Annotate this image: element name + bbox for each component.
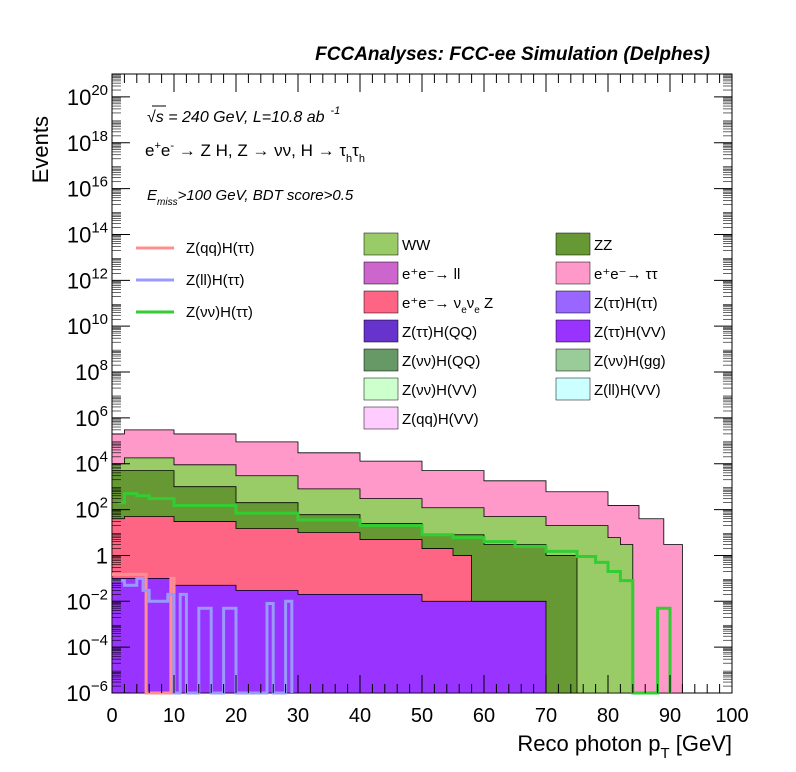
x-tick-label-4: 40: [349, 705, 371, 727]
y-tick-label-1: 10−4: [66, 632, 108, 660]
legend-label-col3-1: e⁺e⁻→ ττ: [594, 266, 658, 283]
legend-swatch-col3-5: [555, 377, 591, 401]
legend-label-col2-4: Z(νν)H(QQ): [402, 353, 480, 370]
legend-swatch-col2-0: [363, 232, 399, 256]
y-tick-label-9: 1012: [67, 265, 108, 293]
x-tick-label-5: 50: [411, 705, 433, 727]
x-tick-label-2: 20: [225, 705, 247, 727]
stacked-histograms: [111, 429, 683, 694]
legend-swatch-col2-3: [363, 319, 399, 343]
energy-lumi-label: √s = 240 GeV, L=10.8 ab -1: [147, 105, 340, 126]
legend-label-col1-0: Z(qq)H(ττ): [186, 240, 255, 257]
x-tick-label-10: 100: [715, 705, 748, 727]
legend-label-col3-2: Z(ττ)H(ττ): [594, 295, 658, 312]
line-series-2: [118, 492, 672, 695]
legend-swatch-col3-2: [555, 290, 591, 314]
x-tick-label-3: 30: [287, 705, 309, 727]
selection-label: Emiss>100 GeV, BDT score>0.5: [147, 187, 354, 208]
legend-swatch-col3-3: [555, 319, 591, 343]
legend-swatch-col3-1: [555, 261, 591, 285]
legend-label-col2-1: e⁺e⁻→ ll: [402, 266, 460, 283]
y-tick-label-7: 108: [75, 357, 108, 385]
x-tick-label-7: 70: [535, 705, 557, 727]
x-tick-label-1: 10: [163, 705, 185, 727]
legend-label-col2-5: Z(νν)H(VV): [402, 382, 477, 399]
y-tick-label-5: 104: [75, 449, 108, 477]
legend-label-col2-3: Z(ττ)H(QQ): [402, 324, 477, 341]
y-tick-label-11: 1016: [67, 174, 108, 202]
legend-swatch-col3-0: [555, 232, 591, 256]
y-tick-label-12: 1018: [67, 128, 108, 156]
x-tick-label-8: 80: [597, 705, 619, 727]
x-tick-label-6: 60: [473, 705, 495, 727]
legend-label-col2-2: e⁺e⁻→ νeνe Z: [402, 295, 493, 316]
y-tick-label-10: 1014: [67, 219, 108, 247]
x-tick-label-0: 0: [106, 705, 117, 727]
y-tick-label-4: 102: [75, 495, 108, 523]
legend-swatch-col2-2: [363, 290, 399, 314]
legend-label-col3-4: Z(νν)H(gg): [594, 353, 666, 370]
y-tick-label-8: 1010: [67, 311, 108, 339]
legend-swatch-col2-1: [363, 261, 399, 285]
y-tick-label-3: 1: [96, 543, 108, 568]
y-tick-label-0: 10−6: [66, 678, 108, 706]
x-axis-label: Reco photon pT [GeV]: [517, 731, 732, 762]
legend-label-col3-3: Z(ττ)H(VV): [594, 324, 666, 341]
legend-label-col3-5: Z(ll)H(VV): [594, 382, 661, 399]
legend-swatch-col2-4: [363, 348, 399, 372]
legend-label-col1-1: Z(ll)H(ττ): [186, 272, 245, 289]
y-tick-label-2: 10−2: [66, 586, 108, 614]
axes: 0 10 20 30 40 50 60 70 80 90 10010−610−410−2110210…: [66, 74, 749, 727]
legend-label-col2-0: WW: [402, 237, 431, 254]
chart-title: FCCAnalyses: FCC-ee Simulation (Delphes): [315, 44, 710, 65]
legend-label-col3-0: ZZ: [594, 237, 612, 254]
legend-swatch-col3-4: [555, 348, 591, 372]
y-axis-label: Events: [28, 116, 53, 183]
legend-swatch-col2-6: [363, 406, 399, 430]
y-tick-label-6: 106: [75, 403, 108, 431]
y-tick-label-13: 1020: [67, 82, 108, 110]
legend-label-col2-6: Z(qq)H(VV): [402, 411, 479, 428]
line-series-0: [112, 572, 176, 695]
legend-label-col1-2: Z(νν)H(ττ): [186, 304, 253, 321]
legend: Z(qq)H(ττ) Z(ll)H(ττ) Z(νν)H(ττ) WW e⁺e⁻→ ll…: [136, 232, 666, 430]
x-tick-label-9: 90: [659, 705, 681, 727]
legend-swatch-col2-5: [363, 377, 399, 401]
